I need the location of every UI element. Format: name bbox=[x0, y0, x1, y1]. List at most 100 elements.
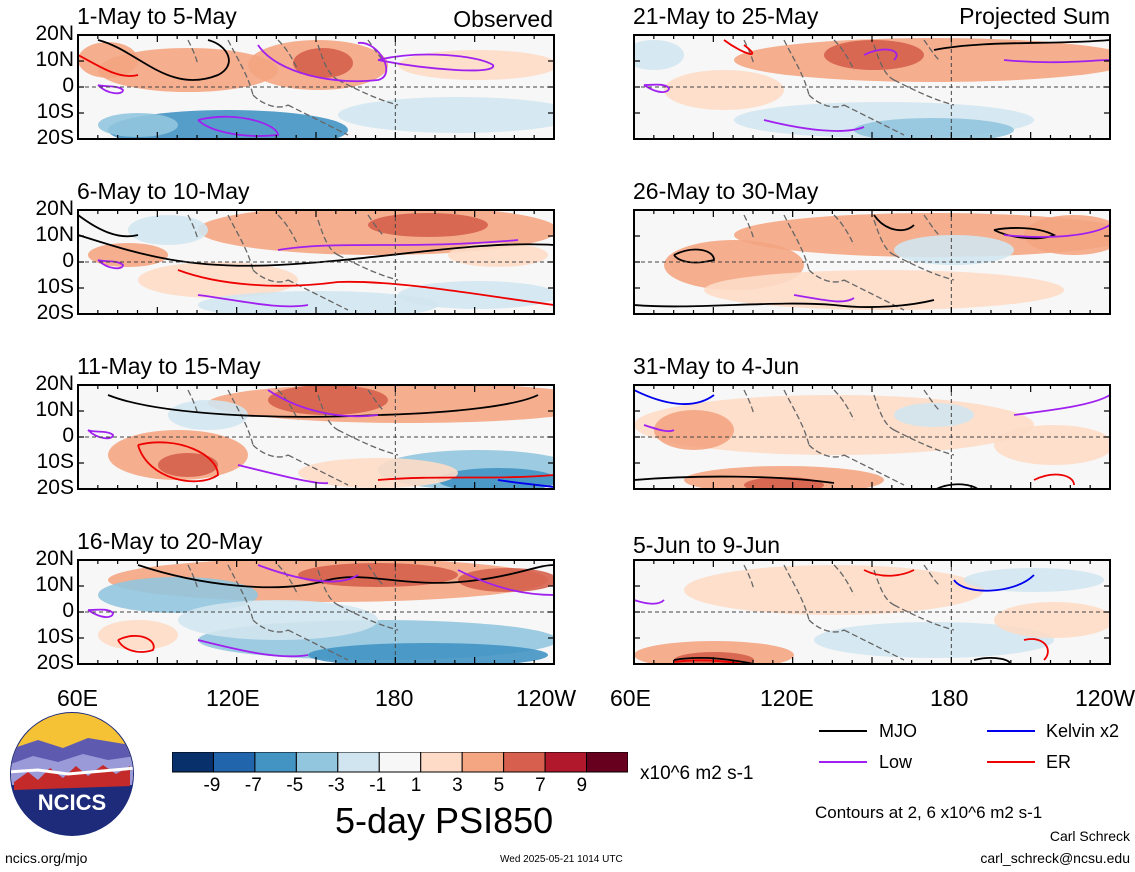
map-panel-1 bbox=[77, 34, 555, 140]
psi-anomaly-blob bbox=[398, 50, 554, 80]
colorbar-tick-label: -3 bbox=[327, 775, 345, 796]
contour-line bbox=[137, 441, 219, 483]
panel-5-title: 21-May to 25-May bbox=[633, 3, 819, 29]
contour-line bbox=[1003, 59, 1110, 64]
contour-line bbox=[137, 564, 554, 589]
lon-label-120e-left: 120E bbox=[206, 685, 260, 711]
lon-label-60e-left: 60E bbox=[57, 685, 98, 711]
panel-7-title: 31-May to 4-Jun bbox=[633, 353, 800, 379]
psi-anomaly-blob bbox=[338, 97, 554, 133]
psi-anomaly-blob bbox=[368, 213, 488, 237]
contour-line bbox=[863, 48, 898, 61]
legend-mjo-label: MJO bbox=[879, 721, 917, 741]
contour-line bbox=[634, 599, 665, 605]
contour-line bbox=[97, 84, 124, 95]
lat-label: 20S bbox=[36, 476, 74, 499]
colorbar-swatch bbox=[212, 752, 256, 773]
contour-line bbox=[78, 214, 139, 238]
colorbar-tick-label: 1 bbox=[410, 775, 422, 796]
psi-anomaly-blob bbox=[128, 215, 208, 245]
colorbar-tick-label: -7 bbox=[244, 775, 262, 796]
lat-label: 10S bbox=[36, 450, 74, 473]
panel-2-title: 6-May to 10-May bbox=[77, 178, 250, 204]
lat-label: 10N bbox=[35, 48, 74, 71]
contour-line bbox=[643, 424, 675, 433]
colorbar-tick-label: 3 bbox=[452, 775, 463, 796]
psi-anomaly-blob bbox=[854, 118, 1014, 139]
contour-line bbox=[277, 239, 519, 251]
psi-anomaly-blob bbox=[168, 400, 248, 430]
figure-title: 5-day PSI850 bbox=[335, 800, 554, 841]
psi-anomaly-blob bbox=[98, 113, 178, 137]
coastline bbox=[187, 564, 399, 661]
lon-label-120w-left: 120W bbox=[516, 685, 577, 711]
contours-note: Contours at 2, 6 x10^6 m2 s-1 bbox=[815, 803, 1043, 822]
map-panel-3 bbox=[77, 384, 555, 490]
lat-label: 10S bbox=[36, 625, 74, 648]
lat-label: 10N bbox=[35, 223, 74, 246]
legend-kelvin-label: Kelvin x2 bbox=[1046, 721, 1120, 741]
contour-line bbox=[863, 569, 915, 577]
psi-anomaly-blob bbox=[268, 385, 388, 415]
contour-line bbox=[933, 39, 1110, 51]
contour-line bbox=[377, 53, 494, 72]
psi-anomaly-blob bbox=[88, 243, 168, 267]
psi-anomaly-blob bbox=[158, 453, 218, 477]
contour-line bbox=[257, 564, 359, 583]
website: ncics.org/mjo bbox=[5, 850, 88, 866]
lat-label: 10N bbox=[35, 573, 74, 596]
psi-anomaly-blob bbox=[964, 568, 1104, 592]
contour-line bbox=[793, 294, 855, 303]
lat-label: 20S bbox=[36, 126, 74, 149]
logo-text: NCICS bbox=[38, 790, 106, 815]
psi-anomaly-blob bbox=[198, 291, 438, 314]
psi-anomaly-blob bbox=[894, 403, 974, 427]
colorbar-tick-label: -9 bbox=[203, 775, 221, 796]
psi-anomaly-blob bbox=[684, 565, 984, 615]
colorbar-swatch bbox=[337, 752, 380, 773]
psi-anomaly-blob bbox=[98, 48, 278, 92]
observed-label: Observed bbox=[453, 6, 553, 32]
coastline bbox=[743, 564, 955, 661]
psi-anomaly-blob bbox=[824, 40, 924, 70]
coastline bbox=[187, 39, 399, 136]
contour-line bbox=[87, 429, 114, 440]
contour-line bbox=[673, 659, 749, 664]
contour-line bbox=[78, 54, 139, 77]
colorbar-tick-label: 9 bbox=[576, 775, 588, 796]
contour-line bbox=[673, 657, 755, 664]
contour-line bbox=[673, 248, 715, 264]
lat-label: 20N bbox=[35, 197, 74, 220]
colorbar-tick-label: -1 bbox=[369, 775, 387, 796]
colorbar-swatch bbox=[586, 752, 628, 773]
psi-anomaly-blob bbox=[994, 425, 1110, 465]
contour-line bbox=[1023, 638, 1049, 661]
lat-label: 0 bbox=[62, 424, 74, 447]
ncics-logo: NCICS bbox=[10, 712, 134, 836]
timestamp: Wed 2025-05-21 1014 UTC bbox=[500, 854, 623, 865]
contour-line bbox=[97, 259, 124, 270]
panel-4-title: 16-May to 20-May bbox=[77, 528, 263, 554]
contour-line bbox=[197, 115, 279, 137]
contour-line bbox=[197, 639, 309, 658]
colorbar-swatch bbox=[254, 752, 297, 773]
lon-label-120e-right: 120E bbox=[760, 685, 814, 711]
psi-anomaly-blob bbox=[734, 213, 1110, 257]
psi-anomaly-blob bbox=[634, 40, 684, 70]
lat-label: 0 bbox=[62, 249, 74, 272]
contour-line bbox=[1003, 224, 1110, 238]
psi-anomaly-blob bbox=[664, 70, 784, 110]
contour-line bbox=[257, 42, 388, 83]
map-panel-7 bbox=[633, 384, 1111, 490]
psi-anomaly-blob bbox=[458, 568, 554, 592]
lat-label: 0 bbox=[62, 599, 74, 622]
map-panel-8 bbox=[633, 559, 1111, 665]
lon-label-120w-right: 120W bbox=[1075, 685, 1135, 711]
psi-anomaly-blob bbox=[308, 643, 548, 664]
psi-anomaly-blob bbox=[704, 270, 1064, 310]
colorbar-tick-label: 5 bbox=[493, 775, 505, 796]
contour-line bbox=[117, 635, 155, 653]
colorbar bbox=[172, 752, 628, 773]
colorbar-tick-label: 7 bbox=[535, 775, 546, 796]
